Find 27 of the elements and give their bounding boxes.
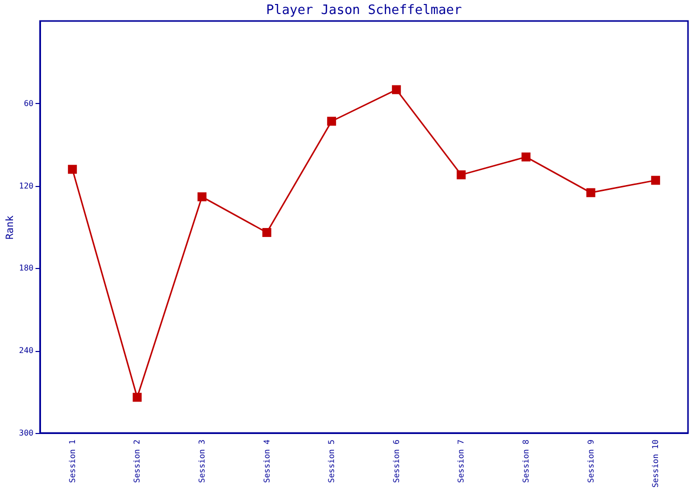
point xyxy=(262,228,272,237)
x-tick-label: Session 5 xyxy=(327,439,336,483)
y-tick-label: 240 xyxy=(19,346,34,356)
y-tick-label: 120 xyxy=(19,181,34,190)
x-tick-label: Session 2 xyxy=(132,439,142,483)
point xyxy=(651,176,660,185)
point xyxy=(68,164,77,174)
y-axis-title: Rank xyxy=(5,215,16,240)
x-tick-label: Session 3 xyxy=(198,439,206,483)
point xyxy=(198,192,206,202)
chart-title: Player Jason Scheffelmaer xyxy=(266,3,462,18)
x-tick-label: Session 7 xyxy=(456,439,466,483)
y-tick-label: 300 xyxy=(19,428,34,438)
point xyxy=(586,188,596,198)
point xyxy=(522,152,530,162)
x-tick-label: Session 4 xyxy=(262,439,272,483)
point xyxy=(456,170,466,180)
y-tick-label: 60 xyxy=(24,98,34,108)
x-tick-label: Session 9 xyxy=(586,439,596,483)
point xyxy=(392,85,401,94)
x-tick-label: Session 10 xyxy=(651,439,660,488)
point xyxy=(132,392,142,402)
x-tick-label: Session 8 xyxy=(522,439,530,483)
x-tick-label: Session 1 xyxy=(68,439,77,483)
x-tick-label: Session 6 xyxy=(392,439,401,483)
y-tick-label: 180 xyxy=(19,264,34,273)
point xyxy=(327,116,336,126)
